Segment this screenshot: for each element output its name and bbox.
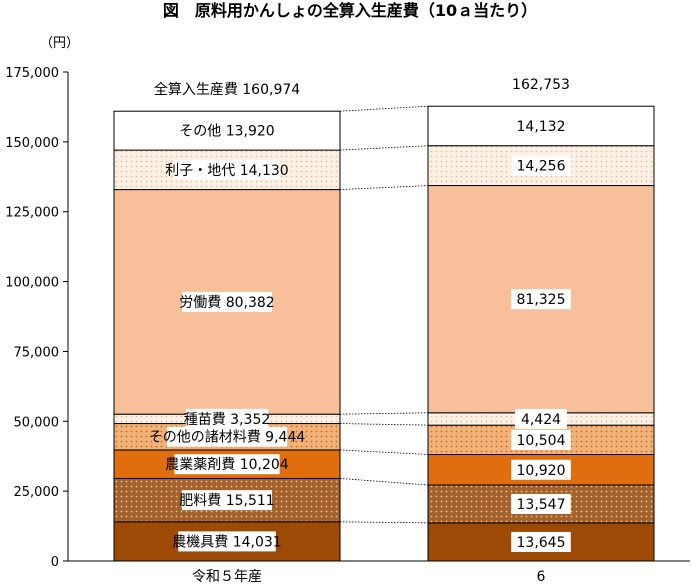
x-category-label: 6 [537, 569, 546, 585]
data-label: 13,645 [517, 535, 566, 551]
connector-line [339, 478, 429, 486]
data-label-box [185, 408, 269, 429]
data-label-box [174, 159, 280, 180]
data-label-box [178, 531, 276, 552]
data-label-box [515, 408, 567, 429]
connector-line [339, 412, 429, 415]
x-axis-labels: 令和５年産 6 [192, 569, 546, 585]
y-tick-label: 0 [51, 555, 59, 570]
data-label: 14,132 [517, 119, 566, 135]
y-tick-label: 150,000 [5, 136, 59, 151]
bar-segment [113, 477, 341, 523]
data-label-box [182, 120, 272, 141]
data-label: 10,504 [517, 433, 566, 449]
data-label-box [182, 490, 272, 511]
data-label-box [511, 531, 571, 552]
data-label-box [166, 426, 288, 447]
y-axis: 0 25,000 50,000 75,000 100,000 125,000 150,000… [5, 66, 690, 570]
connector-line [339, 521, 429, 524]
data-label: 農機具費 14,031 [172, 534, 281, 550]
data-label: 利子・地代 14,130 [165, 163, 288, 179]
data-label: 81,325 [517, 292, 566, 308]
x-category-label: 令和５年産 [192, 569, 262, 585]
y-tick-label: 25,000 [14, 485, 60, 500]
y-tick-label: 125,000 [5, 206, 59, 221]
connector-line [339, 423, 429, 426]
connector-line [339, 105, 429, 112]
data-label: 10,920 [517, 463, 566, 479]
total-label: 162,753 [512, 77, 570, 93]
total-label: 全算入生産費 160,974 [154, 81, 300, 98]
data-label: その他の諸材料費 9,444 [149, 430, 306, 446]
chart-title: 図 原料用かんしょの全算入生産費（10ａ当たり） [163, 1, 537, 20]
y-tick-label: 175,000 [5, 66, 59, 81]
segment-labels: 農機具費 14,031 肥料費 15,511 農業薬剤費 10,204 その他の諸材料… [149, 77, 571, 552]
y-tick-label: 75,000 [14, 345, 60, 360]
y-tick-label: 100,000 [5, 276, 59, 291]
data-label: 14,256 [517, 159, 566, 175]
data-label-box [511, 289, 571, 310]
y-axis-unit-label: （円） [40, 36, 79, 51]
connector-line [339, 449, 429, 455]
data-label: 種苗費 3,352 [184, 412, 271, 428]
data-label: 肥料費 15,511 [179, 493, 274, 509]
data-label-box [511, 115, 571, 136]
data-label: 労働費 80,382 [179, 295, 274, 311]
connector-line [339, 185, 429, 190]
data-label: 13,547 [517, 497, 566, 513]
data-label: 4,424 [521, 412, 561, 428]
data-label-box [511, 459, 571, 480]
data-label-box [511, 429, 571, 450]
data-label-box [174, 454, 280, 475]
data-label: その他 13,920 [179, 124, 274, 140]
connector-lines [339, 105, 429, 562]
data-label-box [511, 155, 571, 176]
data-label-box [182, 291, 272, 312]
connector-line [339, 145, 429, 151]
data-label: 農業薬剤費 10,204 [165, 457, 289, 473]
y-tick-label: 50,000 [14, 415, 60, 430]
data-label-box [511, 493, 571, 514]
